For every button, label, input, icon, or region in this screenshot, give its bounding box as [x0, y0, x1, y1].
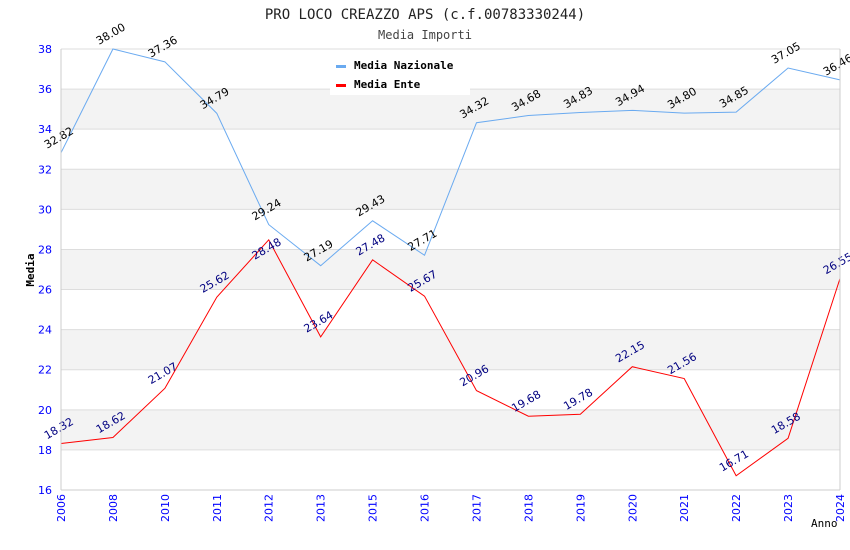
- y-tick-label: 38: [38, 43, 52, 56]
- y-tick-label: 26: [38, 284, 52, 297]
- data-label: 38.00: [94, 21, 128, 48]
- y-tick-label: 20: [38, 404, 52, 417]
- chart-subtitle: Media Importi: [378, 28, 472, 42]
- series-line-ente: [60, 238, 841, 477]
- y-axis-label: Media: [24, 253, 37, 286]
- grid-band: [61, 329, 840, 370]
- x-tick-label: 2015: [367, 494, 380, 522]
- series-line-nazionale: [60, 48, 841, 267]
- y-tick-label: 32: [38, 163, 52, 176]
- grid-band: [61, 409, 840, 450]
- grid-band: [61, 249, 840, 290]
- legend-label: Media Ente: [354, 78, 421, 91]
- data-label: 37.36: [146, 33, 180, 60]
- y-tick-label: 36: [38, 83, 52, 96]
- x-tick-label: 2019: [574, 494, 587, 522]
- x-tick-label: 2020: [626, 494, 639, 522]
- x-tick-label: 2012: [263, 494, 276, 522]
- x-tick-label: 2010: [159, 494, 172, 522]
- chart-title: PRO LOCO CREAZZO APS (c.f.00783330244): [265, 7, 585, 23]
- y-tick-label: 18: [38, 444, 52, 457]
- grid-band: [61, 89, 840, 130]
- y-tick-label: 22: [38, 364, 52, 377]
- x-tick-label: 2024: [834, 494, 847, 522]
- x-tick-label: 2022: [730, 494, 743, 522]
- x-tick-label: 2013: [315, 494, 328, 522]
- x-tick-label: 2006: [55, 494, 68, 522]
- legend: Media Nazionale Media Ente: [330, 54, 470, 95]
- x-tick-label: 2016: [419, 494, 432, 522]
- x-tick-label: 2011: [211, 494, 224, 522]
- x-tick-label: 2017: [470, 494, 483, 522]
- data-label: 37.05: [769, 40, 803, 67]
- y-tick-label: 24: [38, 324, 52, 337]
- legend-background: [330, 54, 470, 95]
- y-tick-label: 30: [38, 203, 52, 216]
- legend-label: Media Nazionale: [354, 59, 454, 72]
- y-tick-label: 28: [38, 243, 52, 256]
- data-label: 36.46: [821, 51, 850, 78]
- y-tick-label: 16: [38, 484, 52, 497]
- x-tick-label: 2023: [782, 494, 795, 522]
- legend-swatch: [336, 84, 346, 87]
- data-label: 16.71: [717, 447, 751, 474]
- x-axis-label: Anno: [811, 517, 838, 530]
- x-tick-label: 2008: [107, 494, 120, 522]
- data-label: 19.78: [561, 386, 595, 413]
- x-tick-label: 2018: [522, 494, 535, 522]
- x-tick-label: 2021: [678, 494, 691, 522]
- y-tick-label: 34: [38, 123, 52, 136]
- legend-swatch: [336, 65, 346, 68]
